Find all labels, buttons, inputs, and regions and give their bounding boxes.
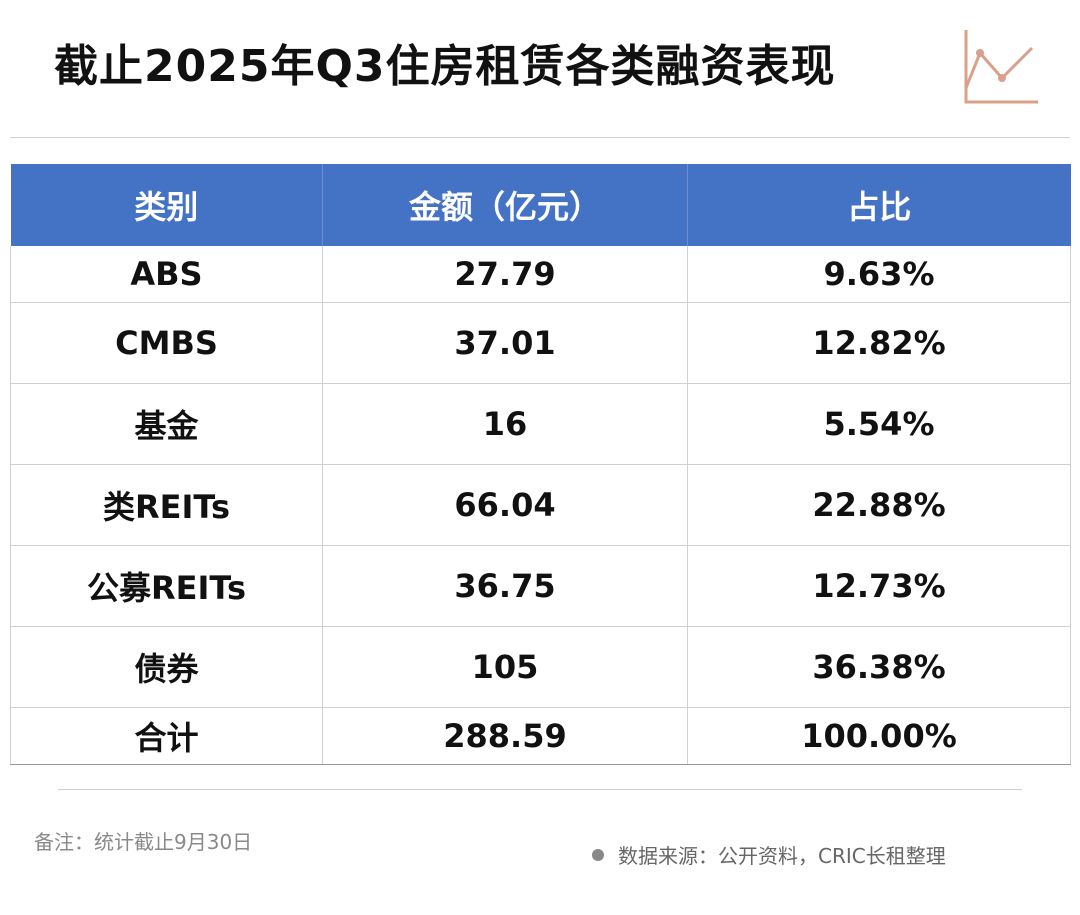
total-amount-cell: 288.59 — [322, 707, 688, 765]
amount-cell: 66.04 — [322, 464, 688, 546]
source-text: 数据来源：公开资料，CRIC长租整理 — [618, 844, 946, 868]
share-cell: 9.63% — [687, 246, 1071, 303]
title-divider — [10, 137, 1070, 138]
category-cell: 类REITs — [10, 464, 323, 546]
category-cell: ABS — [10, 246, 323, 303]
amount-cell: 105 — [322, 626, 688, 708]
column-header-category: 类别 — [10, 164, 323, 246]
category-cell: 债券 — [10, 626, 323, 708]
total-share-cell: 100.00% — [687, 707, 1071, 765]
column-header-share: 占比 — [687, 164, 1071, 246]
category-cell: CMBS — [10, 302, 323, 384]
table-row: 公募REITs 36.75 12.73% — [10, 545, 1071, 627]
table-row: 类REITs 66.04 22.88% — [10, 464, 1071, 546]
footnote: 备注：统计截止9月30日 — [34, 830, 253, 854]
bullet-dot-icon — [592, 848, 604, 861]
page-title: 截止2025年Q3住房租赁各类融资表现 — [54, 41, 836, 92]
share-cell: 12.73% — [687, 545, 1071, 627]
amount-cell: 16 — [322, 383, 688, 465]
table-row: ABS 27.79 9.63% — [10, 246, 1071, 303]
footer-divider — [58, 789, 1022, 790]
financing-table: 类别 金额（亿元） 占比 ABS 27.79 9.63% CMBS 37.01 … — [10, 164, 1071, 765]
total-label-cell: 合计 — [10, 707, 323, 765]
category-cell: 基金 — [10, 383, 323, 465]
table-row: CMBS 37.01 12.82% — [10, 302, 1071, 384]
table-header-row: 类别 金额（亿元） 占比 — [10, 164, 1071, 246]
column-header-amount: 金额（亿元） — [322, 164, 688, 246]
amount-cell: 36.75 — [322, 545, 688, 627]
line-chart-trend-icon — [964, 30, 1038, 104]
table-total-row: 合计 288.59 100.00% — [10, 707, 1071, 765]
share-cell: 12.82% — [687, 302, 1071, 384]
share-cell: 5.54% — [687, 383, 1071, 465]
table-row: 债券 105 36.38% — [10, 626, 1071, 708]
amount-cell: 37.01 — [322, 302, 688, 384]
table-row: 基金 16 5.54% — [10, 383, 1071, 465]
share-cell: 22.88% — [687, 464, 1071, 546]
share-cell: 36.38% — [687, 626, 1071, 708]
amount-cell: 27.79 — [322, 246, 688, 303]
category-cell: 公募REITs — [10, 545, 323, 627]
source-line: 数据来源：公开资料，CRIC长租整理 — [592, 840, 946, 869]
